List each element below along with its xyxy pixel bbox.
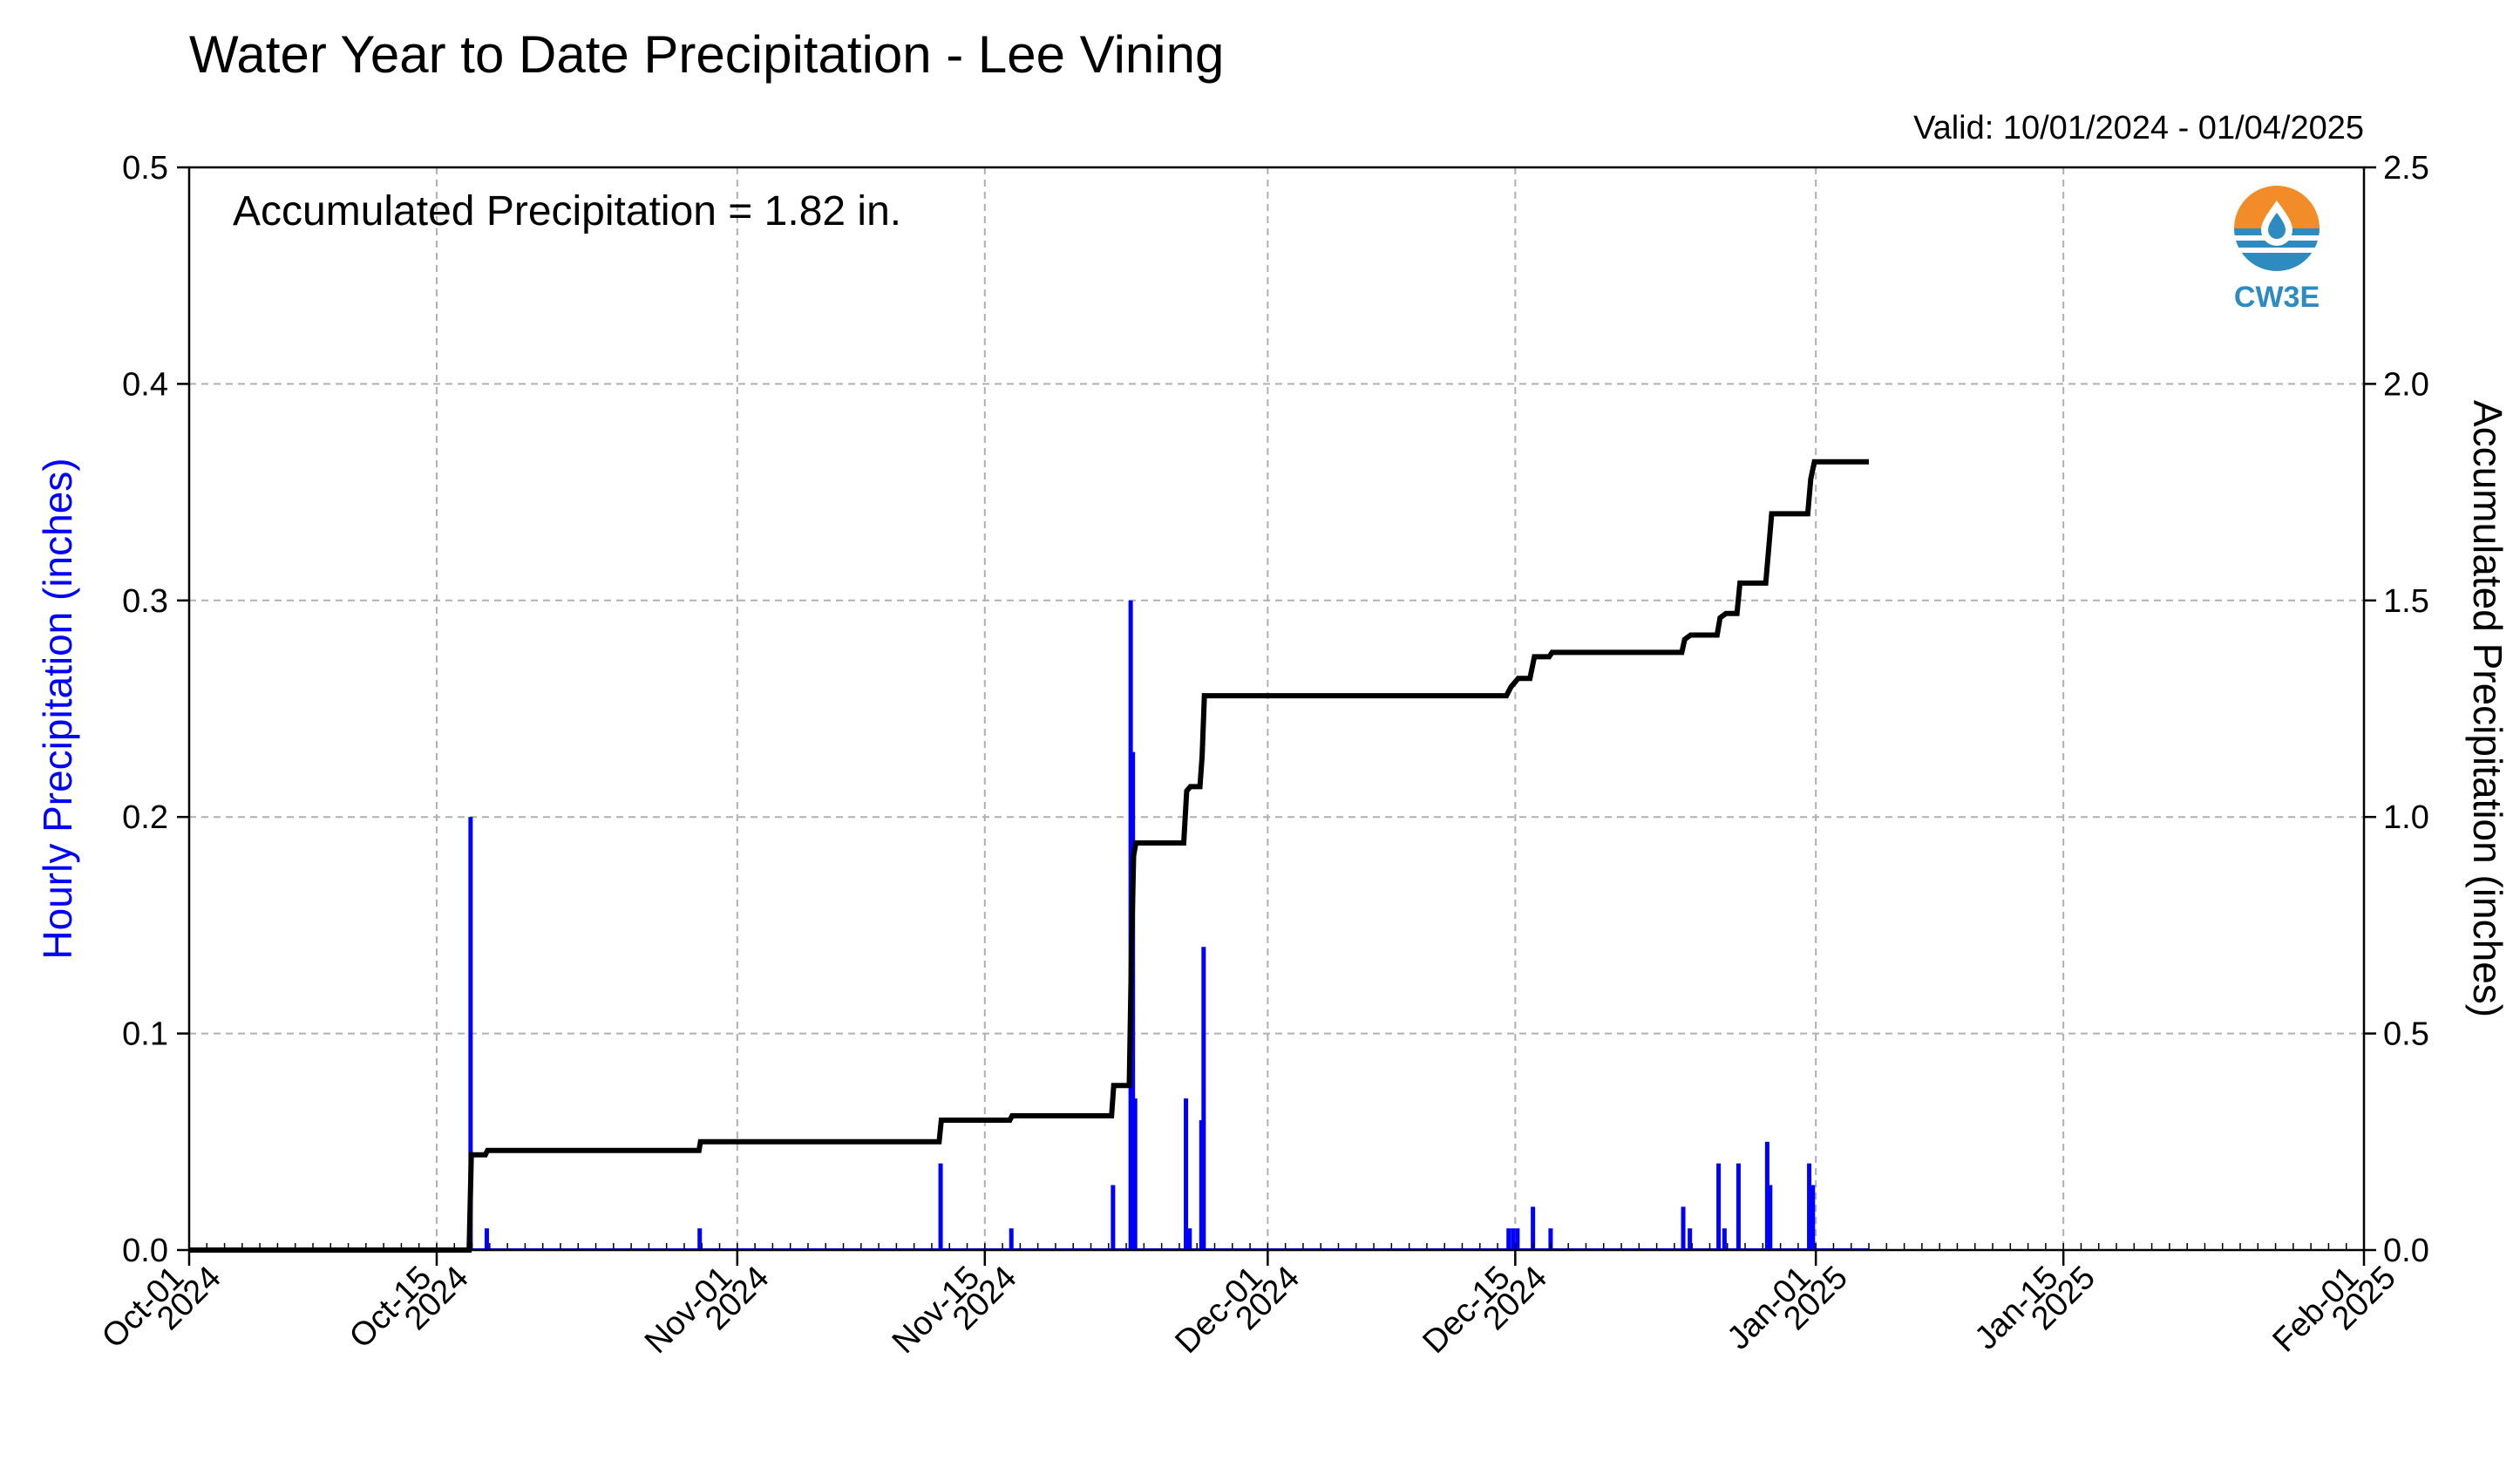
accumulated-annotation: Accumulated Precipitation = 1.82 in. [233, 188, 901, 234]
right-y-tick-label: 1.5 [2383, 583, 2429, 620]
hourly-precip-bar [1531, 1206, 1536, 1250]
hourly-precip-bar [1111, 1185, 1116, 1250]
hourly-precip-bar [1722, 1228, 1727, 1250]
hourly-precip-bar [1768, 1185, 1773, 1250]
logo-text: CW3E [2234, 281, 2320, 314]
cw3e-logo: CW3E [2231, 186, 2322, 314]
plot-frame [187, 166, 2366, 1252]
right-y-tick-label: 1.0 [2383, 799, 2429, 836]
hourly-precip-bar [1688, 1228, 1693, 1250]
left-y-tick-label: 0.2 [122, 799, 168, 836]
right-y-tick-label: 0.5 [2383, 1016, 2429, 1053]
hourly-precip-bar [938, 1163, 943, 1250]
accumulated-precip-line [189, 459, 1869, 1253]
right-y-tick-label: 2.5 [2383, 150, 2429, 187]
hourly-precip-bar [1807, 1163, 1812, 1250]
hourly-precip-bar [1187, 1228, 1192, 1250]
left-y-tick-label: 0.4 [122, 366, 168, 403]
hourly-precip-bar [1009, 1228, 1014, 1250]
hourly-precip-bar [697, 1228, 703, 1250]
hourly-precip-bar [1132, 1098, 1138, 1250]
left-y-axis-ticks: 0.0 0.1 0.2 0.3 0.4 0.5 [122, 150, 189, 1269]
hourly-precip-bar [1506, 1228, 1511, 1250]
left-y-axis-label: Hourly Precipitation (inches) [35, 458, 80, 959]
hourly-precip-bar [468, 817, 473, 1250]
right-y-tick-label: 0.0 [2383, 1233, 2429, 1269]
hourly-precip-bar [1681, 1206, 1686, 1250]
hourly-precip-bar [1764, 1141, 1769, 1250]
hourly-precip-bar [1199, 1119, 1204, 1250]
hourly-precip-bar [1810, 1185, 1816, 1250]
hourly-precip-bars [189, 600, 1870, 1250]
grid-lines [189, 167, 2364, 1250]
accumulated-line-layer [189, 459, 1869, 1253]
chart-title: Water Year to Date Precipitation - Lee V… [189, 25, 1224, 84]
right-y-tick-label: 2.0 [2383, 366, 2429, 403]
left-y-tick-label: 0.0 [122, 1233, 168, 1269]
hourly-precip-bar [484, 1228, 489, 1250]
left-y-tick-label: 0.1 [122, 1016, 168, 1053]
right-y-axis-label: Accumulated Precipitation (inches) [2465, 400, 2510, 1017]
right-y-axis-ticks: 0.0 0.5 1.0 1.5 2.0 2.5 [2364, 150, 2429, 1269]
hourly-precip-bar [1716, 1163, 1722, 1250]
valid-date-range: Valid: 10/01/2024 - 01/04/2025 [1913, 110, 2364, 146]
left-y-tick-label: 0.3 [122, 583, 168, 620]
hourly-precip-bar [1735, 1163, 1741, 1250]
hourly-precip-bar [1184, 1098, 1189, 1250]
hourly-precip-bar [1515, 1228, 1520, 1250]
hourly-precip-bar [1201, 947, 1206, 1250]
hourly-precip-bar [1548, 1228, 1553, 1250]
hourly-precip-bar [1511, 1228, 1516, 1250]
left-y-tick-label: 0.5 [122, 150, 168, 187]
